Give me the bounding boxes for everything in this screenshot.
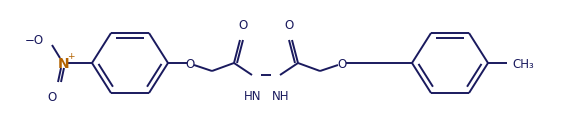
Text: O: O [185, 57, 194, 70]
Text: O: O [238, 19, 248, 32]
Text: HN: HN [244, 89, 262, 102]
Text: +: + [67, 52, 75, 61]
Text: N: N [58, 56, 70, 70]
Text: O: O [47, 90, 57, 103]
Text: −O: −O [25, 34, 44, 47]
Text: O: O [337, 57, 347, 70]
Text: NH: NH [272, 89, 290, 102]
Text: O: O [284, 19, 293, 32]
Text: CH₃: CH₃ [512, 57, 534, 70]
